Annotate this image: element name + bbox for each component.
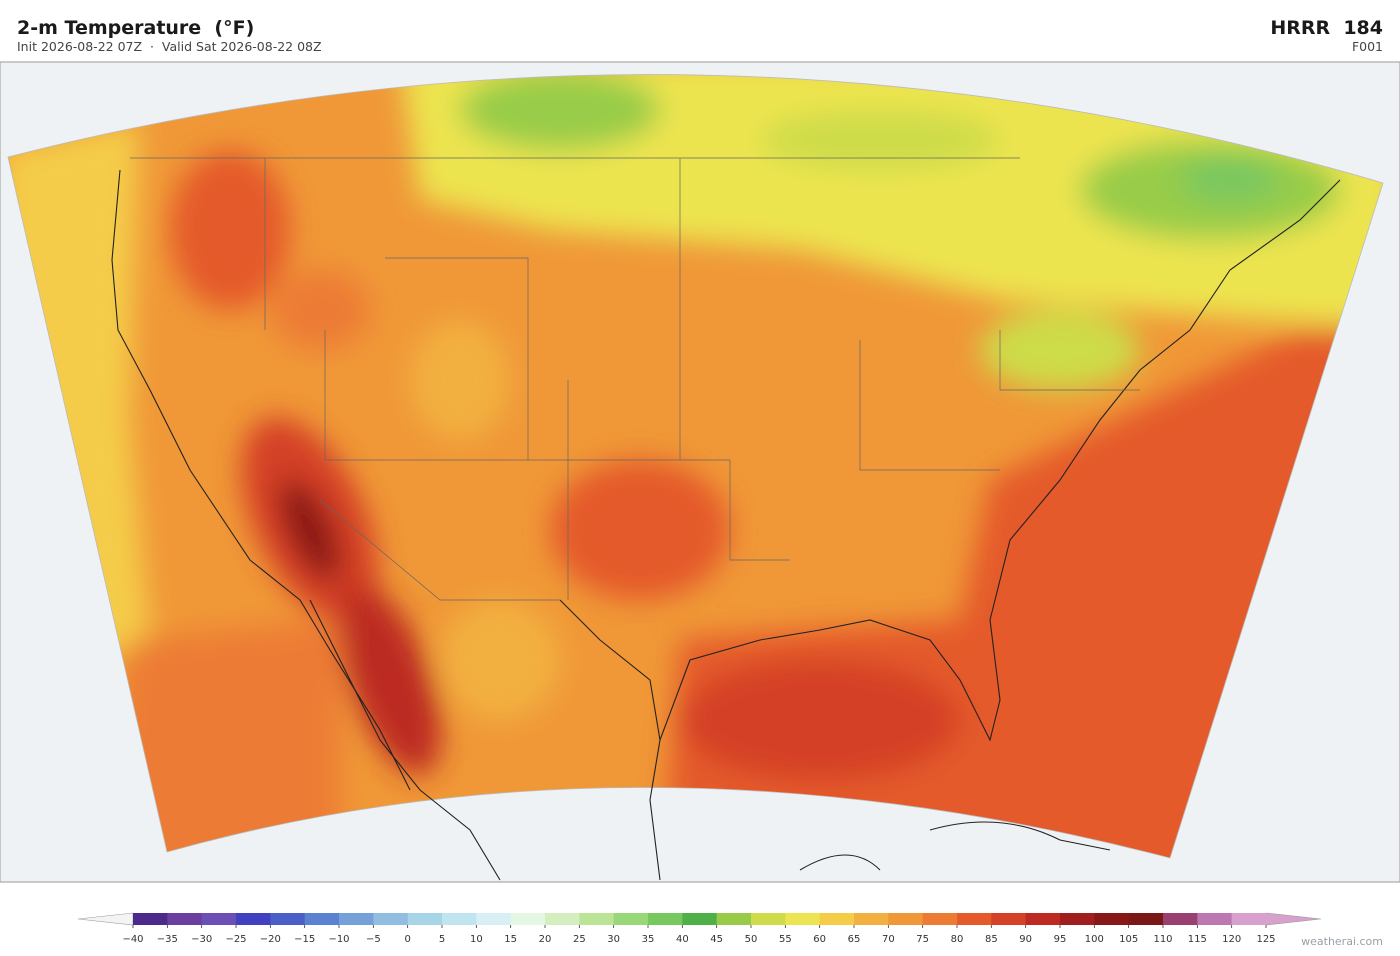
colorbar-segment [888, 913, 924, 925]
colorbar-segment [1025, 913, 1061, 925]
colorbar-segment [785, 913, 821, 925]
title: 2-m Temperature (°F) [17, 17, 254, 39]
colorbar-segment [167, 913, 203, 925]
colorbar-tick-label: 115 [1188, 934, 1207, 945]
map [0, 61, 1400, 883]
colorbar-tick-label: −15 [294, 934, 315, 945]
colorbar-segment [957, 913, 992, 925]
forecast-hour: F001 [1352, 39, 1383, 54]
coastlines [111, 169, 1341, 881]
colorbar-segment [716, 913, 752, 925]
colorbar-segment [1060, 913, 1095, 925]
colorbar-tick-label: −25 [225, 934, 246, 945]
colorbar-segment [545, 913, 580, 925]
colorbar-tick-label: 45 [710, 934, 723, 945]
colorbar-tick-label: 5 [439, 934, 445, 945]
colorbar-segment [476, 913, 512, 925]
colorbar-segment [133, 913, 168, 925]
colorbar-tick-label: 125 [1256, 934, 1275, 945]
colorbar-tick-label: 65 [848, 934, 861, 945]
colorbar-segment [304, 913, 340, 925]
colorbar-segment [201, 913, 237, 925]
subtitle: Init 2026-08-22 07Z · Valid Sat 2026-08-… [17, 39, 322, 54]
colorbar-tick-label: 95 [1054, 934, 1067, 945]
colorbar-segment [991, 913, 1027, 925]
watermark: weatherai.com [1301, 935, 1383, 948]
colorbar-tick-label: −40 [122, 934, 143, 945]
colorbar-segment [1094, 913, 1130, 925]
colorbar-under [77, 912, 134, 926]
colorbar-tick-label: 90 [1019, 934, 1032, 945]
colorbar-tick-label: 30 [607, 934, 620, 945]
colorbar-tick-label: −5 [366, 934, 381, 945]
colorbar: −40 −35 −30 −25 −20 −15 −10 −5 0 5 10 15 20 25 30 35 40 4… [77, 912, 1322, 945]
colorbar-tick-label: −20 [260, 934, 281, 945]
colorbar-segment [819, 913, 855, 925]
colorbar-tick-label: 70 [882, 934, 895, 945]
model-label: HRRR 184 [1270, 17, 1383, 39]
colorbar-segment [339, 913, 374, 925]
state-borders [130, 157, 1140, 601]
colorbar-segment [648, 913, 683, 925]
temperature-field [8, 74, 1383, 858]
colorbar-tick-label: 110 [1153, 934, 1172, 945]
colorbar-segment [1231, 913, 1267, 925]
colorbar-tick-label: 55 [779, 934, 792, 945]
colorbar-tick-label: 75 [916, 934, 929, 945]
colorbar-tick-label: 20 [539, 934, 552, 945]
colorbar-tick-label: 85 [985, 934, 998, 945]
colorbar-tick-label: 50 [745, 934, 758, 945]
colorbar-tick-label: 40 [676, 934, 689, 945]
colorbar-tick-label: 10 [470, 934, 483, 945]
colorbar-segment [236, 913, 271, 925]
colorbar-tick-label: 100 [1085, 934, 1104, 945]
colorbar-segment [407, 913, 443, 925]
colorbar-segment [1163, 913, 1198, 925]
colorbar-tick-label: 60 [813, 934, 826, 945]
colorbar-segment [854, 913, 889, 925]
colorbar-tick-label: −30 [191, 934, 212, 945]
colorbar-tick-label: −10 [328, 934, 349, 945]
colorbar-tick-label: 120 [1222, 934, 1241, 945]
colorbar-segment [751, 913, 786, 925]
colorbar-segment [1128, 913, 1164, 925]
colorbar-tick-label: 0 [404, 934, 410, 945]
colorbar-tick-label: 80 [951, 934, 964, 945]
colorbar-tick-label: 25 [573, 934, 586, 945]
colorbar-segment [613, 913, 649, 925]
colorbar-over [1265, 912, 1322, 926]
colorbar-segment [579, 913, 615, 925]
colorbar-tick-label: −35 [157, 934, 178, 945]
colorbar-tick-label: 15 [504, 934, 517, 945]
colorbar-segment [1197, 913, 1233, 925]
colorbar-segment [682, 913, 718, 925]
colorbar-segment [922, 913, 958, 925]
colorbar-tick-label: 35 [642, 934, 655, 945]
colorbar-tick-label: 105 [1119, 934, 1138, 945]
colorbar-segment [442, 913, 477, 925]
colorbar-segment [270, 913, 306, 925]
colorbar-segment [510, 913, 546, 925]
colorbar-segment [373, 913, 409, 925]
